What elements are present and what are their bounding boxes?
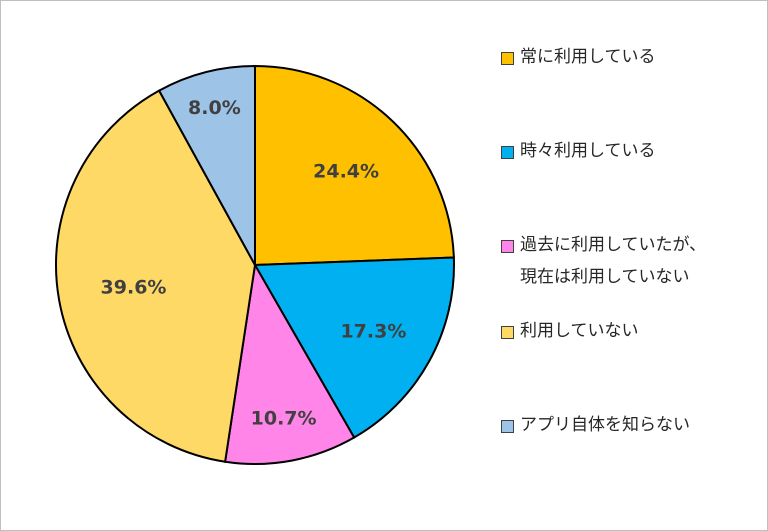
pie-slice-always (254, 64, 455, 267)
pie-slice-unaware (157, 64, 256, 266)
legend-item-always: 常に利用している (501, 41, 656, 73)
legend-item-sometimes: 時々利用している (501, 135, 656, 167)
legend-swatch (501, 52, 514, 65)
pie-slice-never (55, 89, 257, 463)
slice-value-label-unaware: 8.0% (188, 97, 241, 119)
legend-item-unaware: アプリ自体を知らない (501, 409, 690, 441)
legend-swatch (501, 326, 514, 339)
pie-slice-sometimes (253, 256, 455, 439)
slice-value-label-past: 10.7% (251, 408, 317, 430)
legend-label: 過去に利用していたが、 現在は利用していない (520, 235, 707, 287)
legend-item-never: 利用していない (501, 315, 639, 347)
legend-label: 利用していない (520, 321, 639, 341)
slice-value-label-never: 39.6% (101, 277, 167, 299)
legend-label: 常に利用している (520, 47, 656, 67)
slice-value-label-sometimes: 17.3% (340, 321, 406, 343)
legend-swatch (501, 240, 514, 253)
pie-slice-past (223, 262, 356, 465)
legend-swatch (501, 420, 514, 433)
legend-label: 時々利用している (520, 141, 656, 161)
legend-item-past: 過去に利用していたが、 現在は利用していない (501, 229, 706, 293)
slice-value-label-always: 24.4% (313, 160, 379, 182)
legend-label: アプリ自体を知らない (520, 415, 690, 435)
legend-swatch (501, 146, 514, 159)
